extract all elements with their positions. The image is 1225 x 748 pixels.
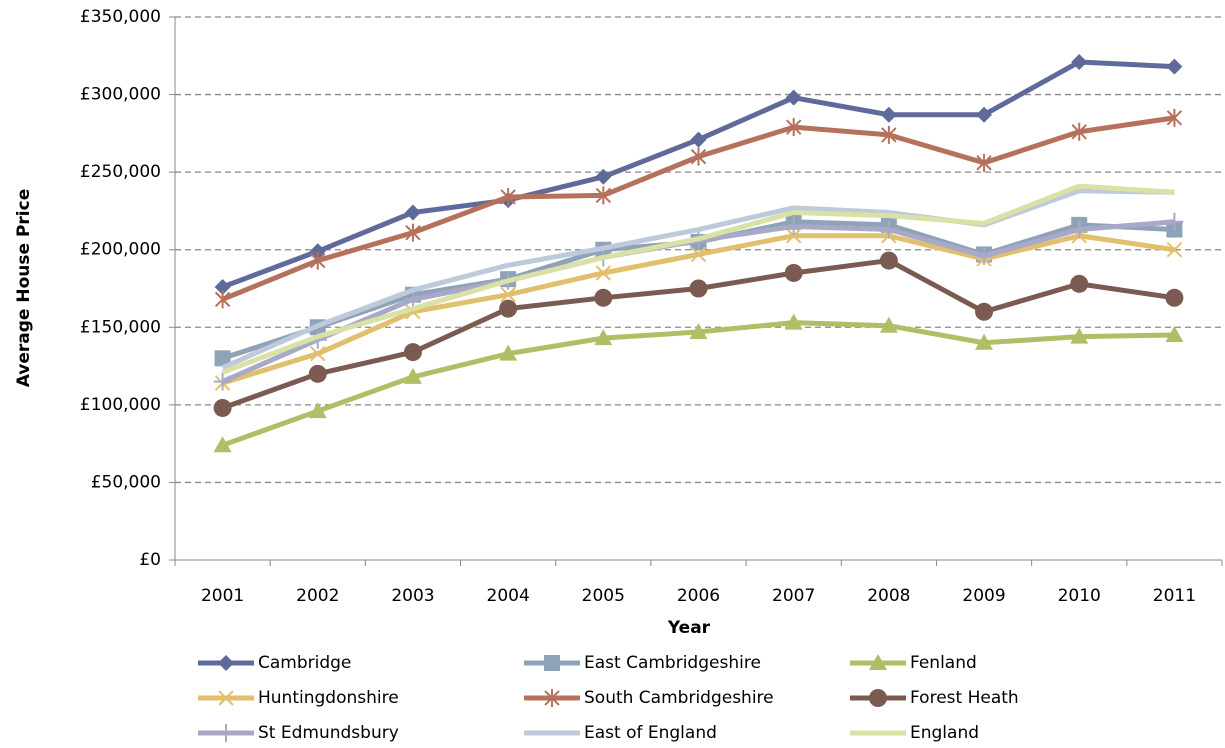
marker (594, 288, 613, 307)
marker (500, 187, 516, 206)
x-tick-label: 2001 (201, 586, 244, 606)
marker (218, 655, 234, 671)
x-tick-label: 2002 (296, 586, 339, 606)
marker (881, 125, 897, 144)
marker (976, 106, 993, 123)
marker (976, 153, 992, 172)
legend-label: South Cambridgeshire (584, 688, 774, 708)
marker (403, 343, 422, 362)
marker (869, 689, 887, 707)
marker (595, 265, 612, 281)
marker (1165, 326, 1184, 343)
marker (403, 290, 422, 309)
marker (213, 436, 232, 453)
marker (544, 655, 560, 671)
y-tick-label: £250,000 (80, 162, 161, 182)
marker (308, 364, 327, 383)
marker (785, 118, 802, 137)
marker (217, 724, 235, 742)
y-tick-label: £350,000 (80, 7, 161, 27)
marker (405, 223, 421, 242)
marker (1070, 220, 1089, 239)
legend-label: St Edmundsbury (258, 723, 399, 743)
marker (879, 316, 898, 333)
y-tick-label: £0 (139, 550, 161, 570)
x-axis-label: Year (667, 618, 711, 638)
legend-label: Forest Heath (910, 688, 1019, 708)
legend-label: Huntingdonshire (258, 688, 399, 708)
marker (690, 147, 707, 166)
marker (785, 228, 802, 244)
x-tick-label: 2003 (391, 586, 434, 606)
marker (690, 246, 707, 263)
marker (879, 251, 898, 270)
marker (880, 106, 897, 123)
marker (689, 322, 708, 339)
legend-label: Cambridge (258, 653, 351, 673)
marker (784, 263, 803, 282)
marker (214, 278, 231, 295)
marker (1070, 327, 1089, 344)
marker (879, 220, 898, 239)
marker (213, 372, 232, 391)
marker (500, 286, 516, 303)
marker (310, 251, 326, 270)
marker (689, 279, 708, 298)
legend-label: England (910, 723, 979, 743)
marker (1165, 212, 1184, 231)
marker (213, 398, 232, 417)
x-tick-label: 2006 (677, 586, 720, 606)
x-tick-label: 2004 (487, 586, 530, 606)
y-tick-label: £200,000 (80, 240, 161, 260)
marker (975, 333, 994, 350)
marker (1166, 242, 1183, 258)
marker (1165, 288, 1184, 307)
marker (1166, 108, 1183, 127)
series-line (221, 320, 1175, 448)
y-tick-label: £50,000 (91, 472, 161, 492)
marker (308, 402, 327, 419)
y-tick-label: £100,000 (80, 395, 161, 415)
legend-label: East Cambridgeshire (584, 653, 761, 673)
marker (403, 367, 422, 384)
x-tick-label: 2010 (1058, 586, 1101, 606)
x-tick-label: 2009 (962, 586, 1005, 606)
legend-label: Fenland (910, 653, 977, 673)
marker (594, 329, 613, 346)
marker (869, 654, 887, 670)
marker (544, 689, 560, 707)
marker (595, 168, 612, 185)
marker (1071, 53, 1088, 70)
marker (975, 246, 994, 265)
x-tick-label: 2007 (772, 586, 815, 606)
marker (499, 299, 518, 318)
y-axis-label: Average House Price (14, 189, 34, 388)
marker (1166, 58, 1183, 75)
marker (218, 690, 234, 706)
marker (404, 204, 421, 221)
y-tick-label: £300,000 (80, 85, 161, 105)
x-tick-label: 2005 (582, 586, 625, 606)
marker (499, 344, 518, 361)
marker (214, 290, 231, 309)
series-line (221, 183, 1175, 375)
marker (214, 350, 231, 367)
marker (310, 345, 326, 362)
legend-label: East of England (584, 723, 717, 743)
marker (784, 313, 803, 330)
marker (595, 186, 612, 205)
x-tick-label: 2011 (1153, 586, 1196, 606)
marker (690, 131, 707, 148)
marker (1070, 274, 1089, 293)
marker (1071, 122, 1087, 141)
marker (975, 302, 994, 321)
marker (785, 89, 802, 106)
y-tick-label: £150,000 (80, 317, 161, 337)
x-tick-label: 2008 (867, 586, 910, 606)
marker (784, 217, 803, 236)
